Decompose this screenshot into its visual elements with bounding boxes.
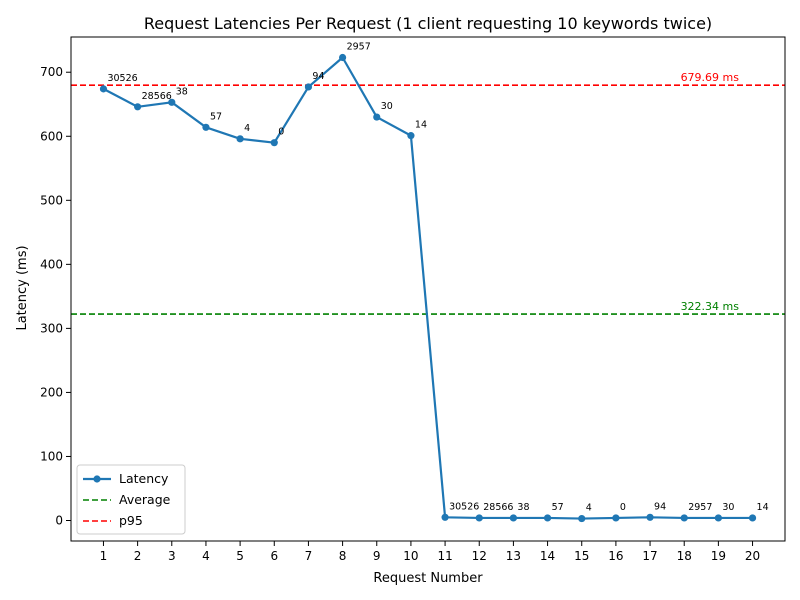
data-point [748,514,757,522]
y-tick-label: 0 [55,514,63,528]
data-point-label: 28566 [483,502,513,513]
data-point-label: 0 [278,127,284,138]
y-axis-label: Latency (ms) [15,245,30,330]
x-tick-label: 13 [506,549,521,563]
legend-label-latency: Latency [119,471,169,486]
data-point [543,514,552,522]
x-tick-label: 20 [745,549,760,563]
data-point [373,113,381,121]
y-tick-label: 600 [40,129,63,143]
x-tick-label: 11 [437,549,452,563]
x-tick-label: 6 [270,549,278,563]
data-point-label: 30526 [449,501,479,512]
data-point-label: 28566 [142,91,172,102]
data-point-label: 38 [517,502,529,513]
x-tick-label: 8 [339,549,347,563]
data-point [202,123,210,131]
data-point [270,139,278,147]
data-point [441,513,449,521]
data-point [304,83,313,91]
x-tick-label: 14 [540,549,555,563]
y-tick-label: 500 [40,193,63,207]
x-tick-label: 2 [134,549,142,563]
x-tick-label: 19 [711,549,726,563]
data-point [134,103,142,111]
data-point-label: 4 [586,503,592,514]
data-point [714,514,722,522]
y-tick-label: 200 [40,385,63,399]
x-tick-label: 1 [100,549,108,563]
y-tick-label: 400 [40,257,63,271]
data-point [646,513,654,521]
legend-box [76,464,186,535]
data-point [168,98,176,106]
data-point [612,514,620,522]
x-tick-label: 10 [403,549,418,563]
legend-marker-latency [93,475,101,483]
x-tick-label: 16 [608,549,623,563]
data-point-label: 2957 [688,502,712,513]
series-line-latency [102,56,753,520]
data-point [680,514,688,522]
data-point-label: 57 [552,502,564,513]
x-tick-label: 12 [472,549,487,563]
legend-label-p95: p95 [119,513,143,528]
data-point-label: 0 [620,502,626,513]
data-point [407,132,415,140]
data-point-label: 2957 [347,41,371,52]
data-point-label: 38 [176,86,188,97]
x-tick-label: 7 [305,549,313,563]
y-tick-label: 100 [40,449,63,463]
x-tick-label: 3 [168,549,176,563]
data-point-label: 14 [415,120,427,131]
legend: Latency Average p95 [76,464,186,535]
data-point-label: 14 [757,502,769,513]
x-tick-label: 5 [236,549,244,563]
data-point-label: 30 [722,502,734,513]
x-tick-label: 4 [202,549,210,563]
x-axis-label: Request Number [373,571,483,586]
y-tick-label: 300 [40,321,63,335]
data-point [578,514,586,523]
data-point [99,85,108,93]
x-tick-label: 17 [642,549,657,563]
data-point [236,135,244,143]
legend-label-average: Average [119,492,171,507]
x-tick-label: 9 [373,549,381,563]
data-point-label: 30 [381,101,393,112]
data-point [475,514,483,522]
x-tick-label: 18 [677,549,692,563]
ref-line-label-average: 322.34 ms [681,300,740,313]
y-tick-label: 700 [40,65,63,79]
data-point-label: 94 [312,71,324,82]
data-point [509,514,518,522]
chart-title: Request Latencies Per Request (1 client … [144,14,712,33]
data-point [338,53,347,62]
x-tick-label: 15 [574,549,589,563]
data-point-label: 4 [244,123,250,134]
ref-line-label-p95: 679.69 ms [681,71,740,84]
data-point-label: 30526 [107,73,137,84]
data-point-label: 57 [210,111,222,122]
axes-frame [70,36,786,542]
data-point-label: 94 [654,501,666,512]
